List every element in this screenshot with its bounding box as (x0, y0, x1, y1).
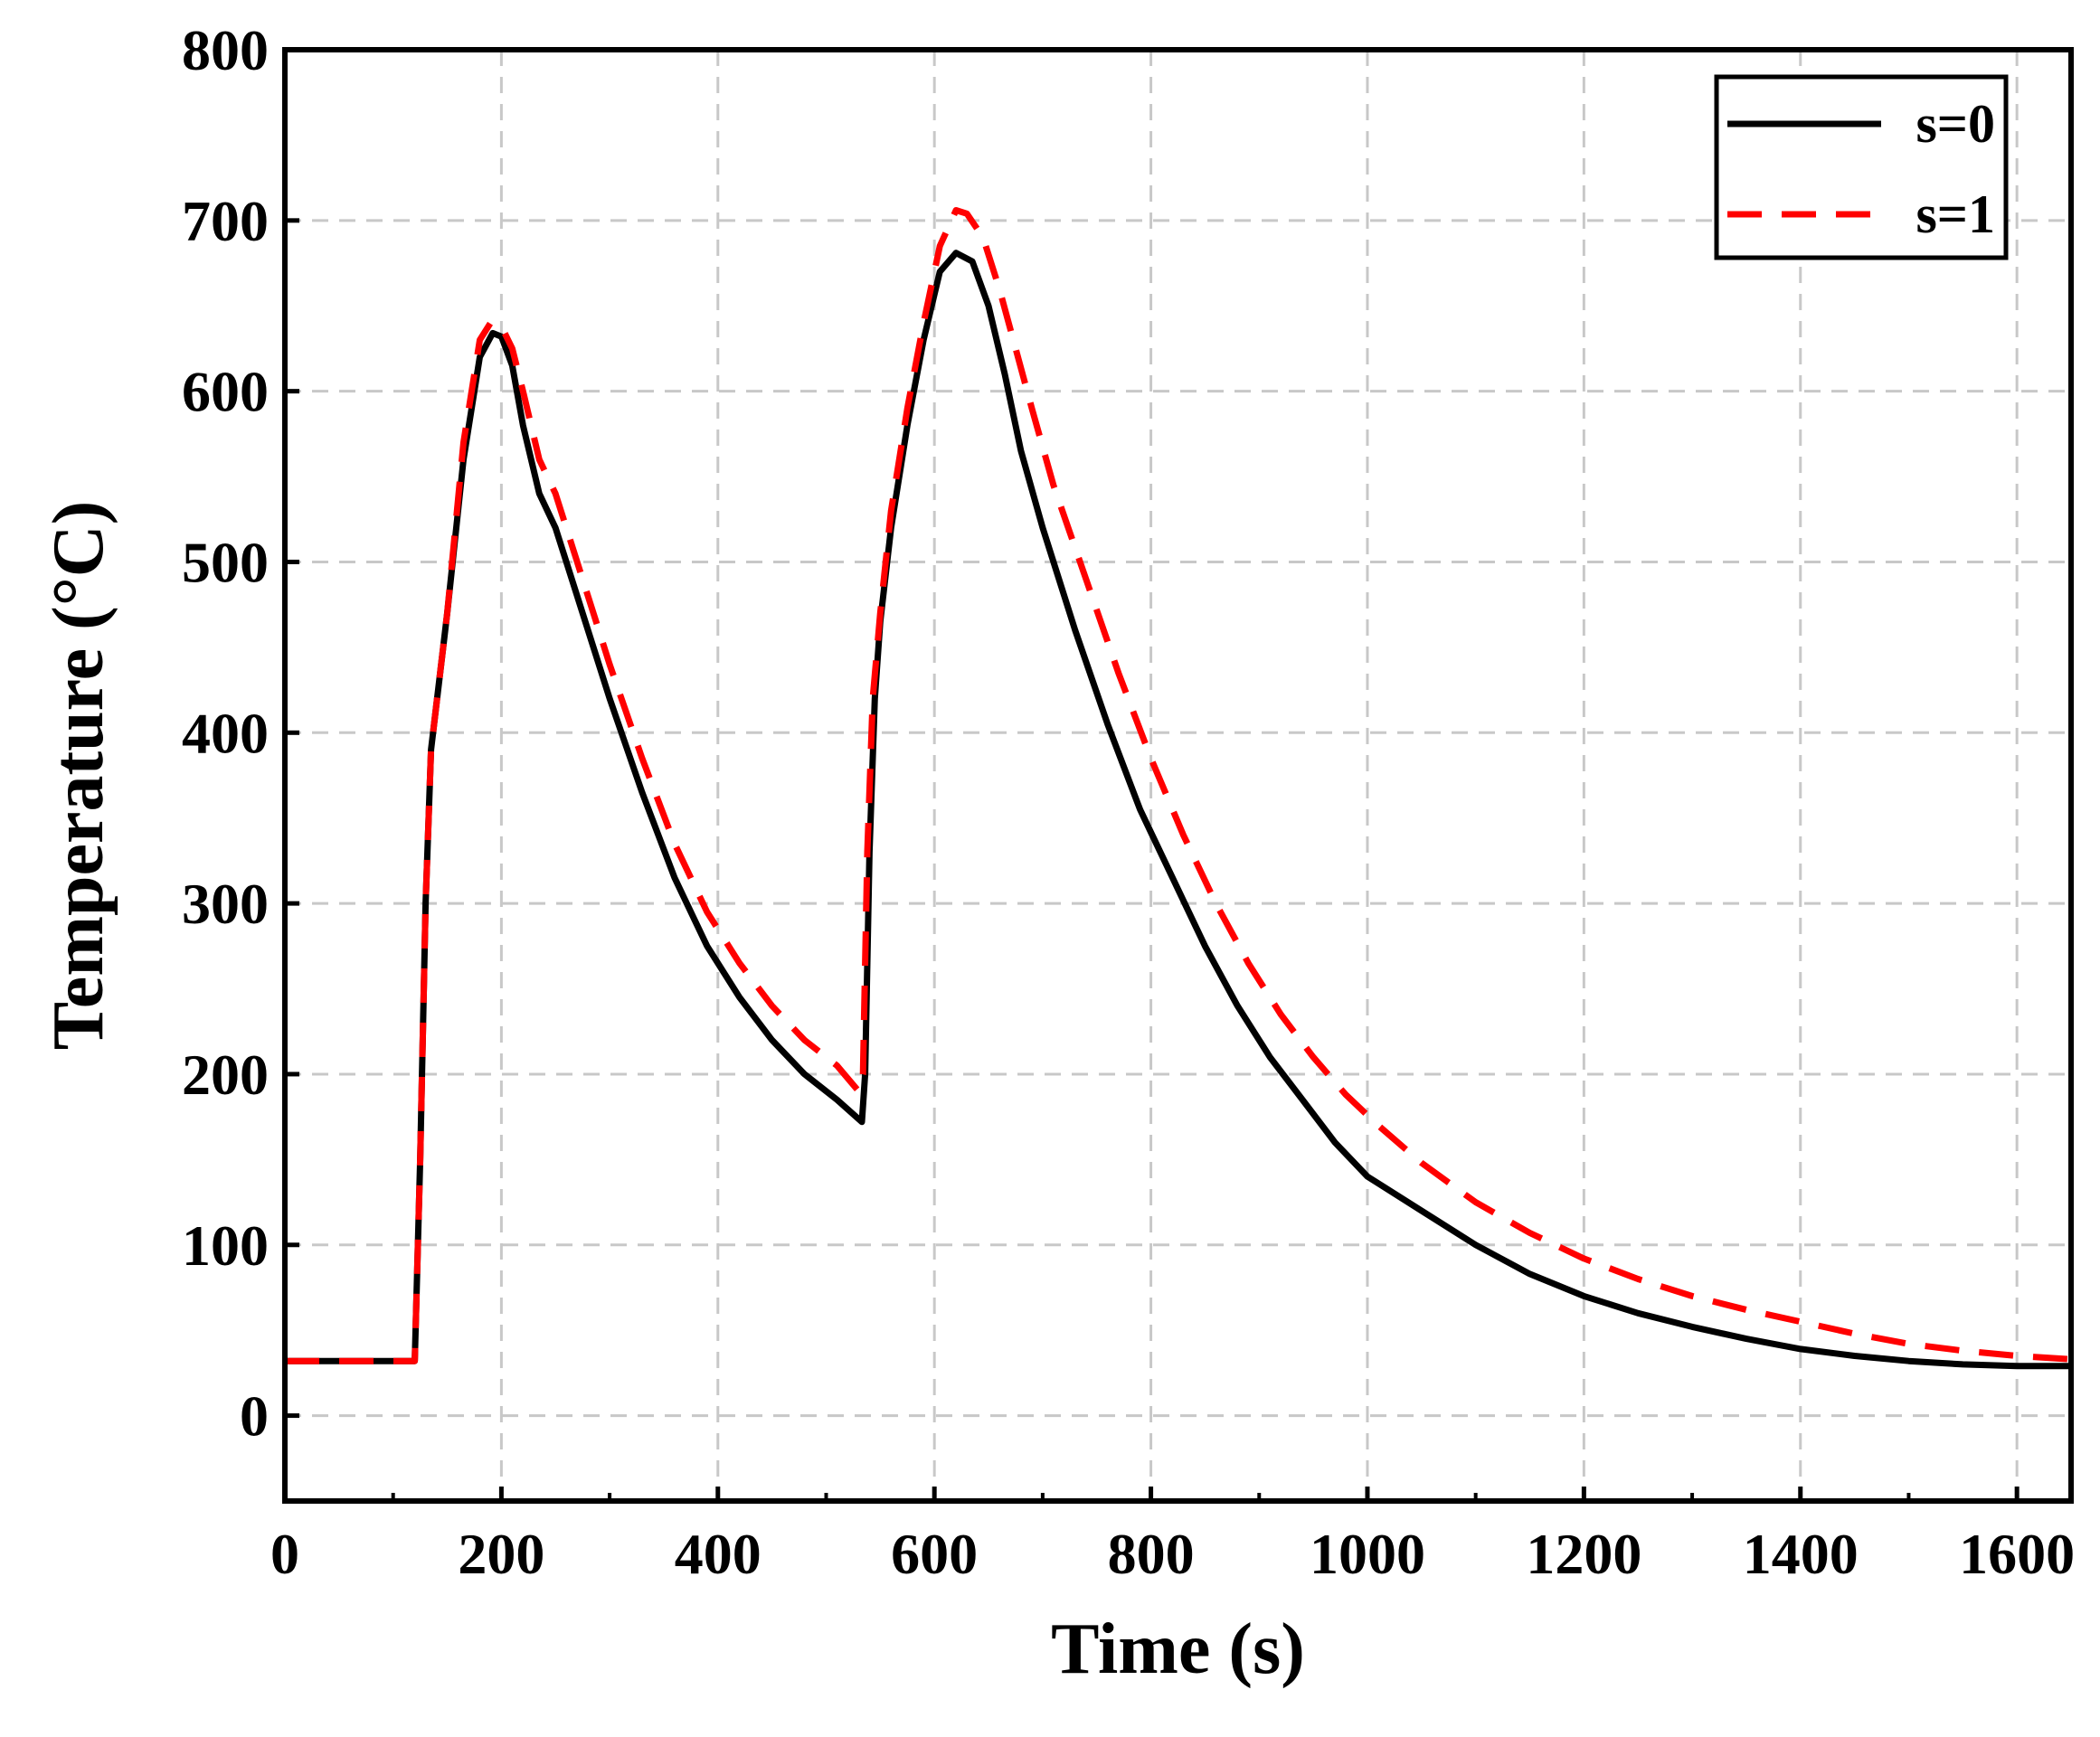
x-tick-label: 1000 (1310, 1522, 1425, 1586)
y-axis-title: Temperature (°C) (39, 501, 118, 1050)
y-tick-label: 200 (182, 1043, 269, 1107)
legend: s=0 s=1 (1714, 74, 2009, 260)
y-tick-label: 700 (182, 189, 269, 253)
x-tick-label: 400 (675, 1522, 761, 1586)
y-tick-label: 0 (240, 1384, 269, 1449)
y-tick-label: 800 (182, 18, 269, 82)
x-axis-title: Time (s) (1051, 1610, 1305, 1689)
x-tick-label: 600 (891, 1522, 978, 1586)
y-tick-label: 500 (182, 530, 269, 594)
series-line-s0 (285, 250, 2071, 1370)
series-line-s1 (285, 207, 2071, 1364)
x-tick-label: 0 (270, 1522, 299, 1586)
x-tick-label: 1600 (1959, 1522, 2075, 1586)
y-tick-label: 100 (182, 1213, 269, 1278)
legend-box (1714, 74, 2009, 260)
tick-labels: 0 200 400 600 800 1000 1200 1400 1600 0 100 200 300 4… (182, 18, 2075, 1586)
legend-label-s0: s=0 (1916, 94, 1995, 154)
axis-ticks (282, 47, 2020, 1501)
y-tick-label: 600 (182, 360, 269, 424)
x-tick-label: 1200 (1526, 1522, 1641, 1586)
grid-lines (285, 50, 2071, 1501)
x-tick-label: 200 (458, 1522, 544, 1586)
y-tick-label: 300 (182, 872, 269, 936)
series-lines (285, 207, 2071, 1370)
x-tick-label: 1400 (1743, 1522, 1859, 1586)
y-tick-label: 400 (182, 701, 269, 765)
plot-frame (282, 47, 2074, 1504)
x-tick-label: 800 (1108, 1522, 1195, 1586)
legend-label-s1: s=1 (1916, 184, 1995, 244)
